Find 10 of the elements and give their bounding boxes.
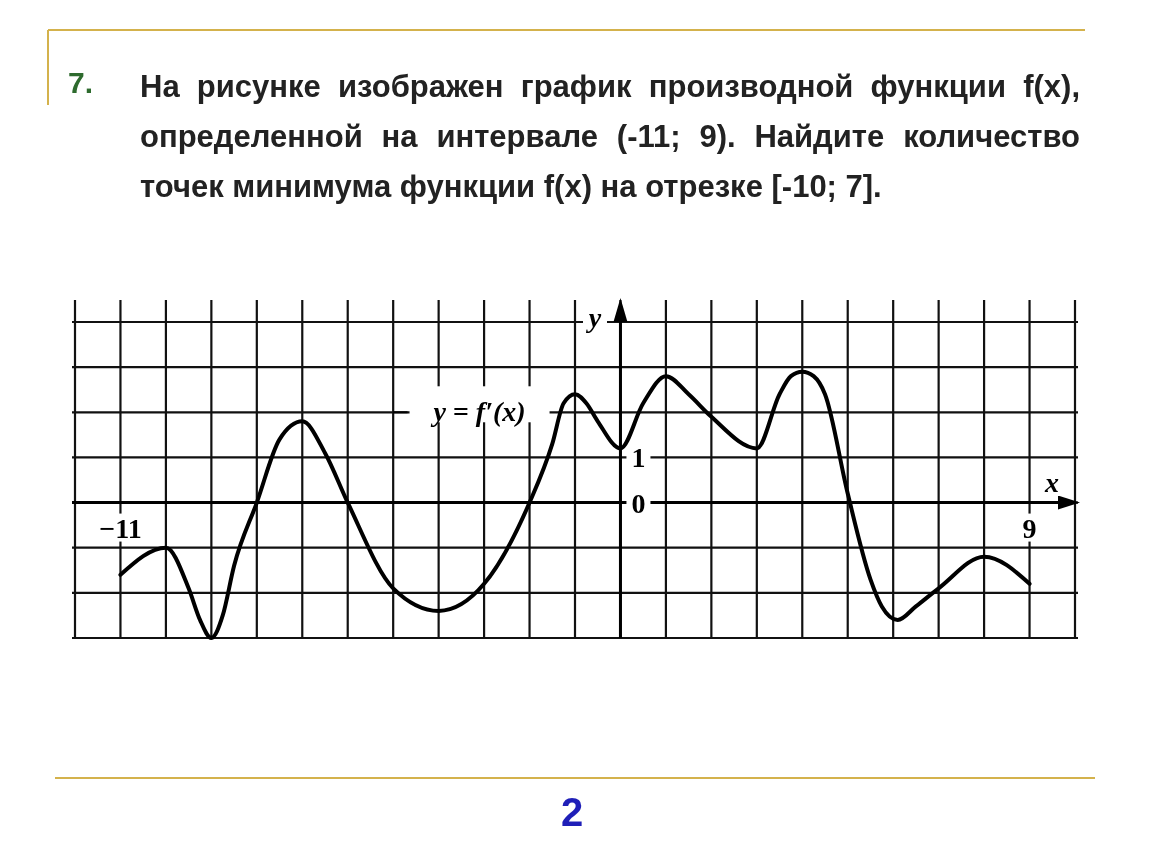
- legend-label: y = f′(x): [430, 396, 526, 428]
- x-axis-title: x: [1044, 467, 1059, 498]
- text: 7.: [68, 66, 94, 99]
- chart-title: На рисунке изображен график производной функции f(x), определенной на интервале (-11; 9). Найдите количество точек минимума функции f(x) на отрезке [-10; 7].: [140, 68, 1080, 206]
- y-tick-label: 0: [631, 487, 646, 519]
- y-axis-title: y: [585, 302, 602, 333]
- x-tick-label: −11: [99, 512, 142, 544]
- y-tick-label: 1: [631, 442, 646, 474]
- text: 2: [560, 790, 584, 834]
- x-tick-label: 9: [1022, 512, 1037, 544]
